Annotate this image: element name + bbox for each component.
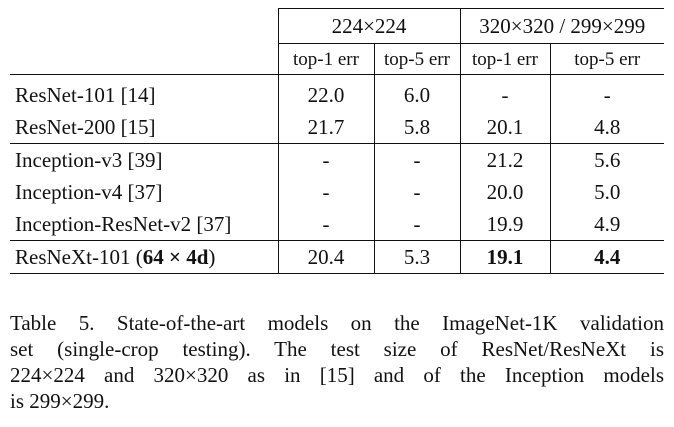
best-value: 4.4 (594, 244, 621, 269)
value-cell: - (460, 74, 551, 111)
sub-header-row: top-1 err top-5 err top-1 err top-5 err (10, 43, 664, 75)
value-cell: - (278, 208, 375, 241)
table-row: Inception-v3 [39] - - 21.2 5.6 (10, 143, 664, 176)
value-cell: - (374, 176, 461, 208)
model-name-cell: Inception-v3 [39] (10, 143, 279, 176)
value-cell: 6.0 (374, 74, 461, 111)
sub-header-224-top5: top-5 err (374, 43, 461, 75)
model-name-cell: ResNet-200 [15] (10, 111, 279, 144)
value-cell: - (374, 208, 461, 241)
value-cell: 21.2 (460, 143, 551, 176)
table-row: ResNet-200 [15] 21.7 5.8 20.1 4.8 (10, 111, 664, 144)
table-row: Inception-v4 [37] - - 20.0 5.0 (10, 176, 664, 208)
model-name-cell: Inception-ResNet-v2 [37] (10, 208, 279, 241)
caption-line: 224×224 and 320×320 as in [15] and of th… (10, 363, 664, 387)
model-name-cell: ResNeXt-101 (64 × 4d) (10, 240, 279, 274)
value-cell: 5.6 (550, 143, 664, 176)
value-cell: 5.0 (594, 179, 621, 204)
best-value: 19.1 (486, 244, 524, 269)
value-cell: 20.4 (278, 240, 375, 274)
table-row: Inception-ResNet-v2 [37] - - 19.9 4.9 (10, 208, 664, 241)
value-cell: 22.0 (278, 74, 375, 111)
sub-header-320-top1: top-1 err (460, 43, 551, 75)
model-name-prefix: ResNeXt-101 ( (15, 244, 143, 269)
value-cell: 5.3 (374, 240, 461, 274)
table-row-resnext: ResNeXt-101 (64 × 4d) 20.4 5.3 19.1 4.4 (10, 240, 664, 274)
model-name-cell: Inception-v4 [37] (10, 176, 279, 208)
value-cell: - (278, 143, 375, 176)
sub-header-blank-cell (10, 44, 278, 75)
table-caption: Table 5. State-of-the-art models on the … (10, 310, 664, 414)
results-table: 224×224 320×320 / 299×299 top-1 err top-… (10, 8, 664, 274)
value-cell-best: 4.4 (550, 240, 664, 274)
value-cell-best: 19.1 (460, 240, 551, 274)
sub-header-320-top5: top-5 err (550, 43, 664, 75)
value-cell: - (374, 143, 461, 176)
value-cell: 19.9 (460, 208, 551, 241)
header-blank-cell (10, 9, 278, 44)
value-cell: - (550, 74, 664, 111)
group-header-row: 224×224 320×320 / 299×299 (10, 8, 664, 44)
results-table-container: 224×224 320×320 / 299×299 top-1 err top-… (10, 8, 664, 274)
value-cell: 4.8 (594, 114, 621, 139)
group-header-224: 224×224 (277, 8, 461, 44)
value-cell: 20.1 (460, 111, 551, 144)
model-name-suffix: ) (208, 244, 216, 269)
sub-header-224-top1: top-1 err (277, 43, 375, 75)
caption-line: set (single-crop testing). The test size… (10, 337, 664, 361)
table-row: ResNet-101 [14] 22.0 6.0 - - (10, 74, 664, 111)
caption-line: is 299×299. (10, 389, 110, 413)
value-cell: 5.8 (374, 111, 461, 144)
value-cell: 20.0 (460, 176, 551, 208)
value-cell: 21.7 (278, 111, 375, 144)
model-name-bold: 64 × 4d (142, 244, 209, 269)
caption-line: Table 5. State-of-the-art models on the … (10, 311, 664, 335)
group-header-320-299: 320×320 / 299×299 (460, 8, 664, 44)
model-name-cell: ResNet-101 [14] (10, 74, 279, 111)
value-cell: - (278, 176, 375, 208)
value-cell: 4.9 (594, 211, 621, 236)
